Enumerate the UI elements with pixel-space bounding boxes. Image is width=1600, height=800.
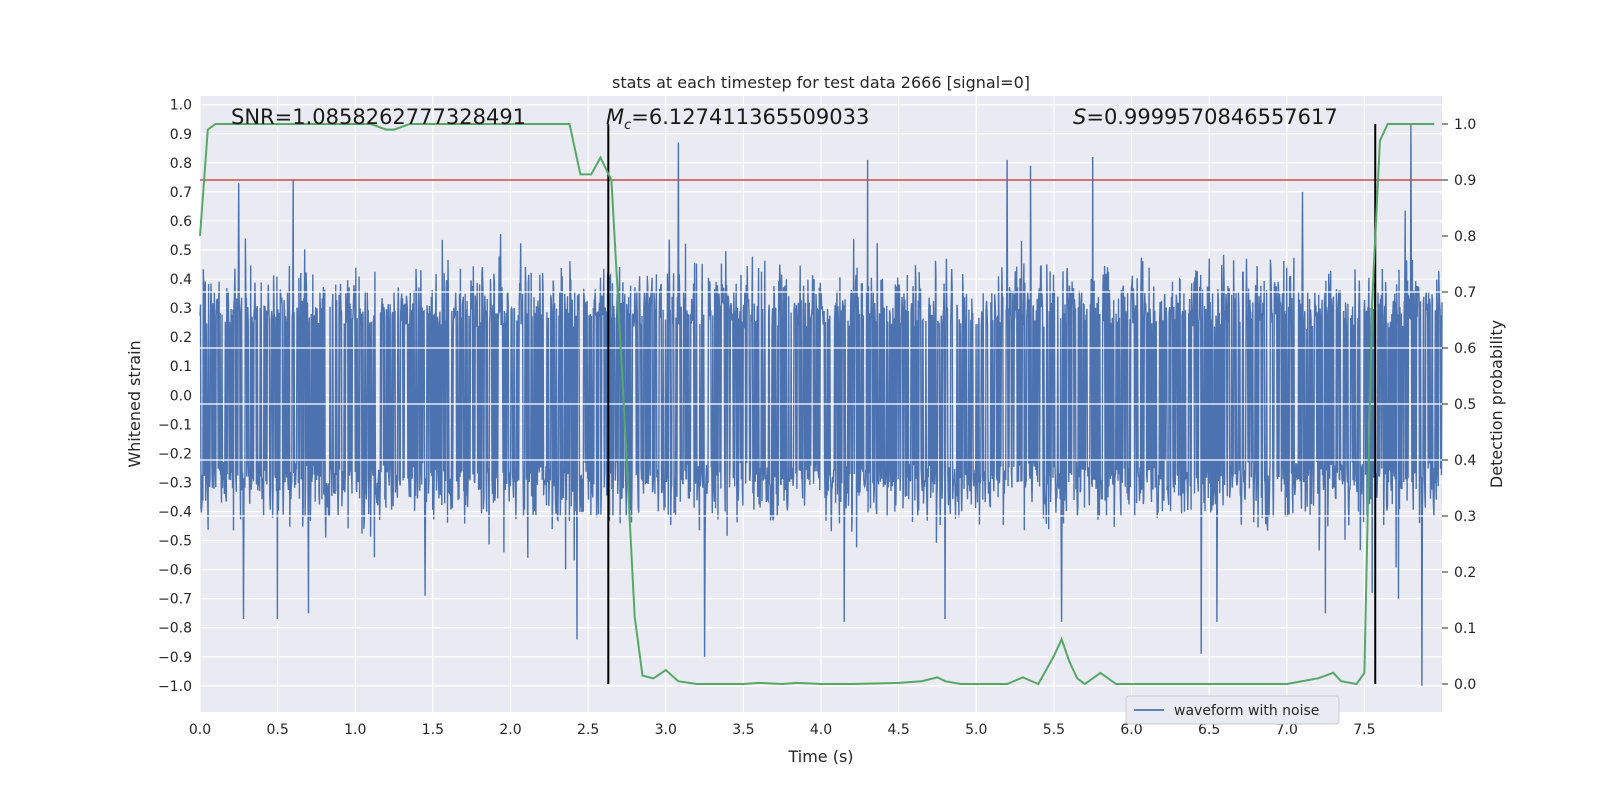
- x-tick-label: 2.5: [577, 722, 599, 738]
- snr-annotation: SNR=1.0858262777328491: [231, 105, 526, 129]
- overlay-layer: [199, 123, 1442, 686]
- x-tick-label: 5.0: [965, 722, 987, 738]
- y-tick-label: 0.2: [170, 330, 192, 346]
- y-tick-label: 0.3: [170, 301, 192, 317]
- x-tick-label: 7.5: [1353, 722, 1375, 738]
- y-tick-label: −0.5: [158, 534, 192, 550]
- y-tick-label: 0.4: [170, 272, 192, 288]
- y-tick-label: 0.6: [170, 214, 192, 230]
- y2-tick-label: 0.0: [1454, 677, 1476, 693]
- x-axis-label: Time (s): [787, 747, 853, 766]
- x-tick-label: 6.5: [1198, 722, 1220, 738]
- x-tick-label: 1.5: [422, 722, 444, 738]
- s-value: =0.9999570846557617: [1086, 105, 1337, 129]
- x-tick-label: 2.0: [499, 722, 521, 738]
- y2-tick-label: 0.6: [1454, 341, 1476, 357]
- y-tick-label: −0.8: [158, 621, 192, 637]
- y-tick-label: 0.0: [170, 388, 192, 404]
- y-tick-label: −1.0: [158, 679, 192, 695]
- y2-tick-label: 0.2: [1454, 565, 1476, 581]
- y-tick-label: −0.7: [158, 592, 192, 608]
- s-symbol: S: [1073, 105, 1086, 129]
- waveform-with-noise-line: [199, 125, 1443, 686]
- x-tick-label: 3.5: [732, 722, 754, 738]
- y-tick-label: −0.6: [158, 563, 192, 579]
- y-tick-label: −0.9: [158, 650, 192, 666]
- y-tick-label: 0.1: [170, 359, 192, 375]
- y-tick-label: 1.0: [170, 98, 192, 114]
- mc-value: =6.127411365509033: [631, 105, 869, 129]
- legend-label-waveform: waveform with noise: [1174, 703, 1319, 719]
- x-tick-label: 0.5: [266, 722, 288, 738]
- x-tick-label: 1.0: [344, 722, 366, 738]
- x-tick-label: 7.0: [1276, 722, 1298, 738]
- y-tick-label: −0.1: [158, 417, 192, 433]
- y-tick-label: 0.5: [170, 243, 192, 259]
- x-tick-label: 4.0: [810, 722, 832, 738]
- series-layer: [199, 125, 1443, 686]
- legend-box: [1125, 695, 1340, 725]
- y2-tick-label: 0.5: [1454, 397, 1476, 413]
- tick-layer: 0.0 0.5 1.0 1.5 2.0 2.5 3.0 3.5 4.0 4.5 5.0 5.5 6.0 6…: [158, 98, 1476, 738]
- y2-tick-label: 0.8: [1454, 229, 1476, 245]
- y-tick-label: −0.4: [158, 505, 192, 521]
- y2-tick-label: 0.7: [1454, 285, 1476, 301]
- detection-probability-line: [199, 123, 1435, 686]
- y2-tick-label: 1.0: [1454, 117, 1476, 133]
- s-annotation: S=0.9999570846557617: [1073, 105, 1338, 129]
- x-tick-label: 4.5: [887, 722, 909, 738]
- y2-axis-label: Detection probability: [1487, 320, 1506, 488]
- y2-tick-label: 0.3: [1454, 509, 1476, 525]
- legend: waveform with noise: [1125, 695, 1340, 725]
- x-tick-label: 3.0: [655, 722, 677, 738]
- chart-title: stats at each timestep for test data 266…: [612, 73, 1030, 92]
- y-tick-label: 0.9: [170, 127, 192, 143]
- x-tick-label: 5.5: [1043, 722, 1065, 738]
- y-axis-label: Whitened strain: [125, 340, 144, 467]
- x-tick-label: 6.0: [1120, 722, 1142, 738]
- y-tick-label: −0.3: [158, 475, 192, 491]
- y2-tick-label: 0.1: [1454, 621, 1476, 637]
- y-tick-label: 0.7: [170, 185, 192, 201]
- y2-tick-label: 0.9: [1454, 173, 1476, 189]
- mc-annotation: Mc=6.127411365509033: [606, 105, 869, 133]
- mc-subscript: c: [624, 118, 631, 133]
- y2-tick-label: 0.4: [1454, 453, 1476, 469]
- y-tick-label: 0.8: [170, 156, 192, 172]
- y-tick-label: −0.2: [158, 446, 192, 462]
- x-tick-label: 0.0: [189, 722, 211, 738]
- mc-symbol: M: [606, 105, 624, 129]
